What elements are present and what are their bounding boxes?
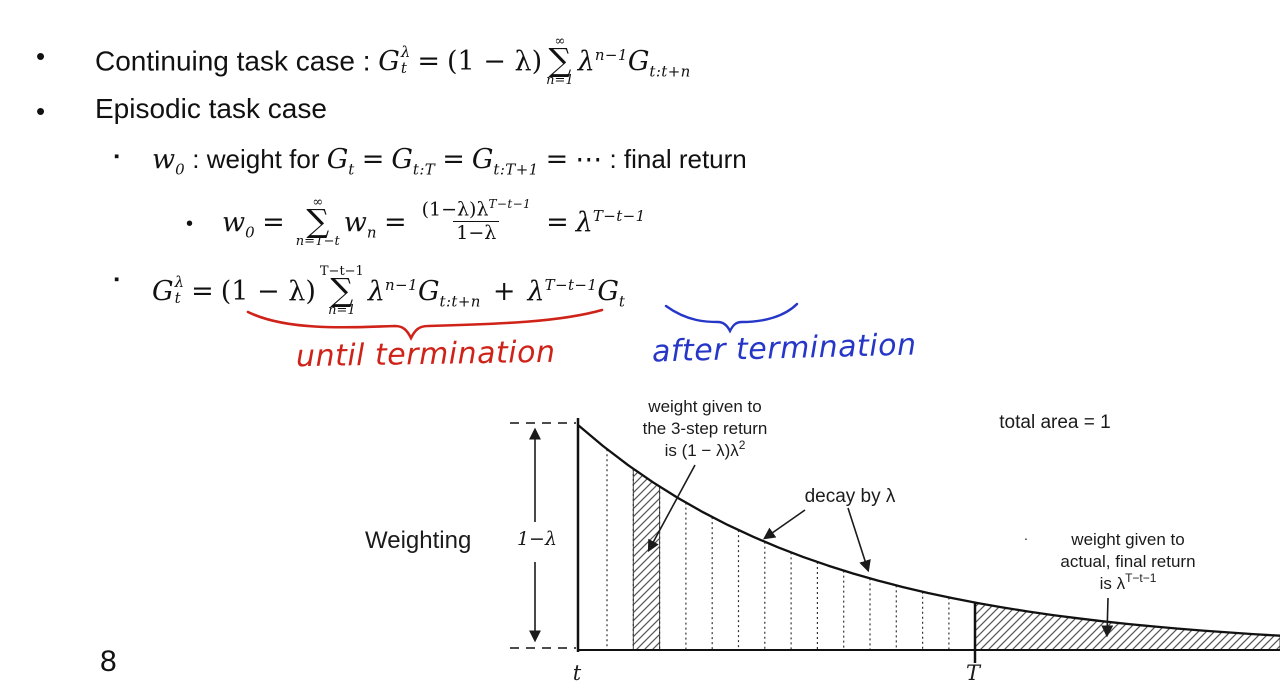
decay-curve (577, 424, 1280, 637)
final-return-arrow (1101, 597, 1114, 638)
sum-operator: T−t−1 ∑ n=1 (319, 264, 364, 318)
one-minus-lambda-label: 1−λ (517, 528, 557, 550)
final-note-line2: actual, final return (1060, 552, 1195, 571)
decay-by-lambda-label: decay by λ (805, 486, 896, 507)
three-step-arrow (647, 464, 696, 553)
red-underbrace (246, 308, 604, 341)
sum-operator: ∞ ∑ n=T−t (295, 195, 340, 249)
bullet-square-1: ▪ (114, 148, 120, 165)
handwriting-until-termination: until termination (295, 334, 556, 375)
three-step-note-line2: the 3-step return (643, 419, 768, 438)
three-step-weight-bar (632, 467, 661, 651)
three-step-note-line3: is (1 − λ)λ2 (665, 438, 746, 460)
weight-for-text: : weight for (185, 144, 327, 174)
episodic-heading: Episodic task case (95, 93, 327, 124)
page-number: 8 (100, 645, 117, 678)
weighting-label: Weighting (365, 527, 471, 554)
decay-arrow-right (847, 507, 871, 573)
total-area-label: total area = 1 (999, 412, 1110, 433)
formula-line-w0-sum: w0 = ∞ ∑ n=T−t wn = (1−λ)λT−t−1 1−λ = λT−t−1 (222, 195, 646, 250)
formula-line-w0-def: w0 : weight for Gt = Gt:T = Gt:T+1 = ⋯ : final… (152, 144, 747, 178)
bullet-dot-3: • (186, 213, 194, 235)
final-note-line1: weight given to (1070, 530, 1184, 549)
fraction: (1−λ)λT−t−1 1−λ (421, 196, 532, 244)
bullet-dot-1: • (36, 41, 46, 71)
t-axis-label: t (573, 661, 582, 683)
continuing-label: Continuing task case : (95, 45, 379, 77)
g-chain-math: Gt = Gt:T = Gt:T+1 = ⋯ (326, 144, 603, 179)
bullet-square-2: ▪ (114, 271, 120, 288)
T-axis-label: T (966, 661, 982, 683)
decay-arrow-left (763, 509, 806, 540)
weighting-figure: Weighting 1−λ weight given to the 3-step… (365, 397, 1280, 683)
stray-dot: . (1024, 527, 1028, 543)
blue-underbrace (664, 302, 799, 334)
bullet-dot-2: • (36, 96, 46, 126)
final-note-line3: is λT−t−1 (1100, 571, 1157, 593)
handwriting-after-termination: after termination (651, 327, 917, 370)
w0-math: w0 (152, 144, 186, 179)
time-separators (606, 449, 950, 650)
final-return-text: : final return (602, 144, 747, 174)
sum-operator: ∞ ∑ n=1 (546, 34, 574, 88)
w0-sum-math: w0 = ∞ ∑ n=T−t wn = (1−λ)λT−t−1 1−λ = λT−t−1 (222, 195, 646, 249)
three-step-note-line1: weight given to (647, 397, 761, 416)
